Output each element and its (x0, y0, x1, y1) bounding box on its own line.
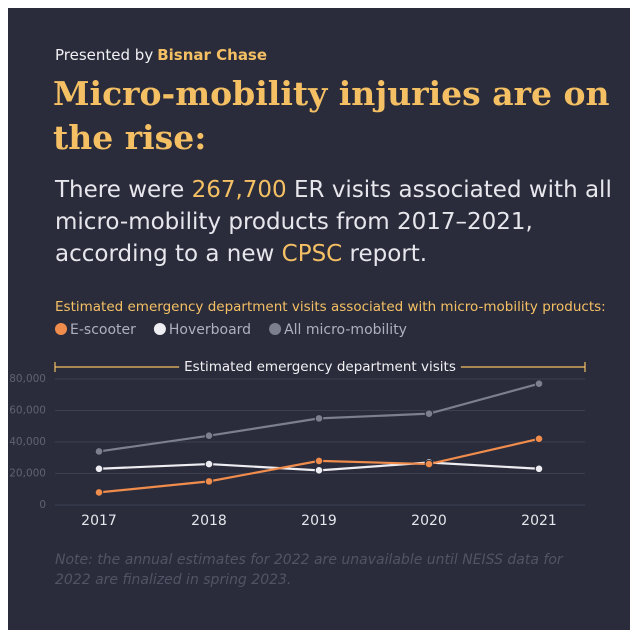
y-tick-label: 40,000 (9, 436, 46, 448)
data-point (424, 459, 434, 469)
data-point (204, 459, 214, 469)
headline: Micro-mobility injuries are on the rise: (53, 74, 610, 157)
x-tick-label: 2019 (301, 513, 337, 529)
data-point (94, 464, 104, 474)
data-point (314, 456, 324, 466)
y-axis-label: Estimated emergency department visits (184, 359, 456, 375)
legend-marker (269, 323, 282, 335)
chart-title: Estimated emergency department visits as… (55, 299, 606, 315)
lede: There were 267,700 ER visits associated … (55, 174, 615, 270)
y-tick-label: 0 (39, 499, 46, 511)
x-tick-label: 2021 (521, 513, 557, 529)
legend-label: E-scooter (70, 322, 136, 338)
x-tick-label: 2017 (81, 513, 117, 529)
bracket-label-bg (179, 357, 461, 377)
lede-highlight: 267,700 (191, 177, 287, 203)
legend-label: Hoverboard (169, 322, 251, 338)
data-point (314, 466, 324, 475)
lede-text: ER visits associated with all micro-mobi… (55, 177, 612, 267)
data-point (314, 414, 324, 423)
x-tick-label: 2018 (191, 513, 227, 529)
data-point (534, 434, 544, 444)
data-point (94, 488, 104, 497)
presented-label: Presented by (55, 46, 154, 64)
x-tick-label: 2020 (411, 513, 447, 529)
brand: Bisnar Chase (157, 46, 268, 64)
legend-label: All micro-mobility (284, 322, 407, 338)
y-tick-label: 60,000 (9, 405, 46, 417)
presented-by: Presented by Bisnar Chase (55, 46, 267, 64)
legend-marker (55, 323, 67, 335)
data-point (204, 431, 214, 441)
data-point (534, 379, 544, 389)
data-point (94, 447, 104, 456)
card (8, 8, 630, 630)
legend-marker (153, 323, 166, 335)
y-tick-label: 80,000 (9, 373, 46, 385)
lede-highlight: CPSC (281, 241, 343, 267)
y-tick-label: 20,000 (9, 468, 46, 480)
note: Note: the annual estimates for 2022 are … (55, 552, 563, 588)
lede-text: There were (55, 177, 192, 203)
data-point (424, 409, 434, 418)
lede-text: report. (342, 241, 428, 267)
data-point (534, 464, 544, 474)
data-point (204, 477, 214, 486)
